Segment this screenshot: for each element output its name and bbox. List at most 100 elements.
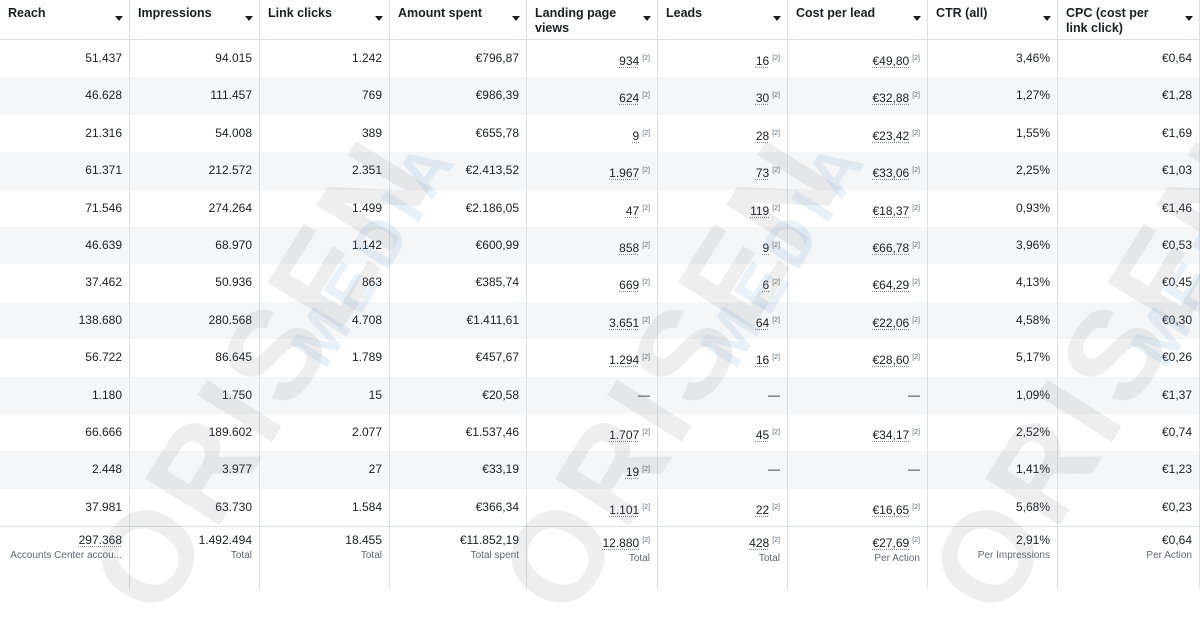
table-cell: 1.101 [2] — [527, 489, 658, 526]
table-cell: €34,17 [2] — [788, 414, 928, 451]
table-cell: €0,23 — [1058, 489, 1200, 526]
cell-value[interactable]: 28 — [756, 129, 769, 143]
table-cell: 37.462 — [0, 264, 130, 301]
total-value: 2,91% — [1016, 533, 1050, 547]
chevron-down-icon[interactable] — [913, 16, 921, 21]
cell-value[interactable]: 6 — [763, 278, 770, 292]
cell-value[interactable]: 1.294 — [609, 353, 639, 367]
footnote-marker: [2] — [912, 55, 920, 62]
cell-value[interactable]: 858 — [619, 241, 639, 255]
chevron-down-icon[interactable] — [1185, 16, 1193, 21]
table-cell: 1.242 — [260, 40, 390, 77]
table-cell: 28 [2] — [658, 115, 788, 152]
cell-value[interactable]: €32,88 — [873, 91, 910, 105]
column-header[interactable]: Landing page views — [527, 0, 658, 40]
table-cell: €1,03 — [1058, 152, 1200, 189]
table-cell: 769 — [260, 77, 390, 114]
column-header[interactable]: Leads — [658, 0, 788, 40]
cell-value[interactable]: 9 — [763, 241, 770, 255]
cell-value[interactable]: 19 — [626, 465, 639, 479]
cell-value[interactable]: €18,37 — [873, 204, 910, 218]
cell-value[interactable]: €23,42 — [873, 129, 910, 143]
table-cell: 934 [2] — [527, 40, 658, 77]
total-label: Per Impressions — [928, 549, 1050, 563]
column-header[interactable]: Amount spent — [390, 0, 527, 40]
chevron-down-icon[interactable] — [245, 16, 253, 21]
cell-value[interactable]: 934 — [619, 54, 639, 68]
column-header[interactable]: Reach — [0, 0, 130, 40]
total-cell: €27,69 [2] Per Action — [788, 527, 928, 589]
cell-value[interactable]: 45 — [756, 428, 769, 442]
column-header[interactable]: CPC (cost per link click) — [1058, 0, 1200, 40]
cell-value[interactable]: €64,29 — [873, 278, 910, 292]
column-header[interactable]: Cost per lead — [788, 0, 928, 40]
chevron-down-icon[interactable] — [1043, 16, 1051, 21]
cell-value[interactable]: 119 — [750, 204, 769, 218]
cell-value[interactable]: 73 — [756, 166, 769, 180]
column-header[interactable]: CTR (all) — [928, 0, 1058, 40]
cell-value: 1.499 — [352, 201, 382, 215]
cell-value[interactable]: 47 — [626, 204, 639, 218]
cell-value[interactable]: 669 — [619, 278, 639, 292]
column-header[interactable]: Link clicks — [260, 0, 390, 40]
total-value[interactable]: 297.368 — [79, 533, 122, 547]
table-cell: €0,53 — [1058, 227, 1200, 264]
table-cell: 2,52% — [928, 414, 1058, 451]
footnote-marker: [2] — [912, 317, 920, 324]
table-cell: 624 [2] — [527, 77, 658, 114]
cell-value[interactable]: €22,06 — [873, 316, 910, 330]
cell-value[interactable]: €28,60 — [873, 353, 910, 367]
footnote-marker: [2] — [772, 167, 780, 174]
footnote-marker: [2] — [642, 504, 650, 511]
cell-value[interactable]: 3.651 — [609, 316, 639, 330]
total-value[interactable]: 428 — [749, 536, 769, 550]
cell-value: €0,64 — [1162, 51, 1192, 65]
chevron-down-icon[interactable] — [643, 16, 651, 21]
cell-value: 63.730 — [215, 500, 252, 514]
cell-value[interactable]: €34,17 — [873, 428, 910, 442]
total-label: Per Action — [788, 552, 920, 566]
cell-value[interactable]: €16,65 — [873, 503, 910, 517]
total-value[interactable]: 12.880 — [603, 536, 640, 550]
chevron-down-icon[interactable] — [375, 16, 383, 21]
table-cell: 27 — [260, 451, 390, 488]
table-cell: 2,25% — [928, 152, 1058, 189]
chevron-down-icon[interactable] — [773, 16, 781, 21]
table-cell: €49,80 [2] — [788, 40, 928, 77]
cell-value[interactable]: 1.707 — [609, 428, 639, 442]
chevron-down-icon[interactable] — [115, 16, 123, 21]
cell-value[interactable]: 64 — [756, 316, 769, 330]
total-cell: 2,91% Per Impressions — [928, 527, 1058, 589]
cell-value: €0,23 — [1162, 500, 1192, 514]
cell-value: €0,30 — [1162, 313, 1192, 327]
cell-value[interactable]: 1.967 — [609, 166, 639, 180]
cell-value[interactable]: 9 — [633, 129, 640, 143]
total-value-line: 1.492.494 — [130, 533, 252, 548]
cell-value[interactable]: €66,78 — [873, 241, 910, 255]
cell-value: €986,39 — [476, 88, 519, 102]
footnote-marker: [2] — [912, 504, 920, 511]
cell-value[interactable]: 16 — [756, 353, 769, 367]
table-cell: €600,99 — [390, 227, 527, 264]
column-header-label: Leads — [666, 6, 702, 21]
cell-value: 37.462 — [85, 275, 122, 289]
cell-value[interactable]: €49,80 — [873, 54, 910, 68]
column-header[interactable]: Impressions — [130, 0, 260, 40]
cell-value[interactable]: 1.101 — [609, 503, 639, 517]
table-cell: €20,58 — [390, 377, 527, 414]
cell-value[interactable]: 16 — [756, 54, 769, 68]
column-header-label: Amount spent — [398, 6, 482, 21]
chevron-down-icon[interactable] — [512, 16, 520, 21]
cell-value[interactable]: €33,06 — [873, 166, 910, 180]
table-cell: €33,06 [2] — [788, 152, 928, 189]
cell-value: €1,23 — [1162, 462, 1192, 476]
table-cell: €2.186,05 — [390, 190, 527, 227]
table-cell: 0,93% — [928, 190, 1058, 227]
total-value[interactable]: €27,69 — [873, 536, 910, 550]
cell-value[interactable]: 624 — [619, 91, 639, 105]
cell-value[interactable]: 22 — [756, 503, 769, 517]
cell-value: €366,34 — [476, 500, 519, 514]
cell-value[interactable]: 30 — [756, 91, 769, 105]
total-value: 1.492.494 — [199, 533, 252, 547]
table-cell: 51.437 — [0, 40, 130, 77]
